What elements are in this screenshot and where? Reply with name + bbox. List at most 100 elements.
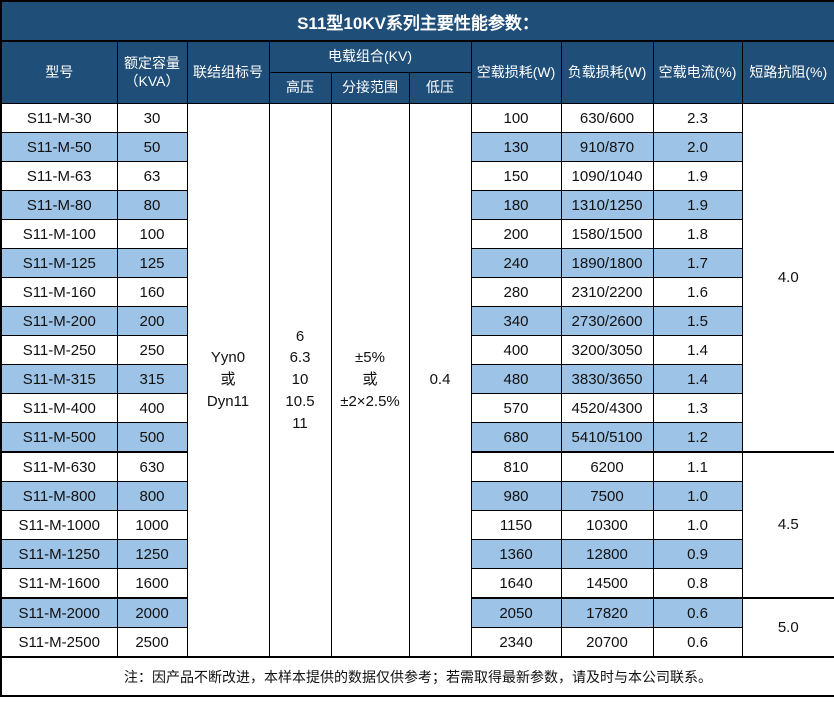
cell-load-loss: 17820 <box>560 597 654 628</box>
cell-capacity: 250 <box>116 335 188 365</box>
cell-model: S11-M-200 <box>0 306 118 336</box>
cell-no-load-current: 0.9 <box>652 539 743 569</box>
cell-load-loss: 1090/1040 <box>560 161 654 191</box>
cell-load-loss: 12800 <box>560 539 654 569</box>
cell-no-load-loss: 200 <box>470 219 562 249</box>
cell-impedance: 4.5 <box>741 451 834 599</box>
cell-model: S11-M-250 <box>0 335 118 365</box>
col-header-capacity-line1: 额定容量 <box>124 55 180 71</box>
cell-load-loss: 20700 <box>560 627 654 658</box>
cell-no-load-current: 0.6 <box>652 627 743 658</box>
footer-row: 注：因产品不断改进，本样本提供的数据仅供参考；若需取得最新参数，请及时与本公司联… <box>0 656 834 697</box>
cell-vector-group: Yyn0 或 Dyn11 <box>186 103 270 658</box>
cell-load-loss: 2730/2600 <box>560 306 654 336</box>
cell-capacity: 500 <box>116 422 188 453</box>
col-header-vector-group: 联结组标号 <box>186 40 270 104</box>
col-header-no-load-loss: 空载损耗(W) <box>470 40 562 104</box>
cell-capacity: 315 <box>116 364 188 394</box>
cell-model: S11-M-630 <box>0 451 118 482</box>
cell-model: S11-M-100 <box>0 219 118 249</box>
cell-model: S11-M-160 <box>0 277 118 307</box>
cell-tap-range-line: ±5% <box>355 349 385 367</box>
cell-vector-group-line: Yyn0 <box>210 349 246 367</box>
cell-vector-group-line: Dyn11 <box>206 392 250 410</box>
table-row: S11-M-1600 1600 1640 14500 0.8 <box>0 568 834 599</box>
cell-no-load-current: 0.6 <box>652 597 743 628</box>
cell-no-load-loss: 2340 <box>470 627 562 658</box>
table-row: S11-M-630 630 810 6200 1.1 4.5 <box>0 451 834 599</box>
cell-capacity: 100 <box>116 219 188 249</box>
cell-load-loss: 630/600 <box>560 103 654 133</box>
cell-model: S11-M-315 <box>0 364 118 394</box>
cell-model: S11-M-500 <box>0 422 118 453</box>
cell-load-loss: 1890/1800 <box>560 248 654 278</box>
cell-capacity: 2000 <box>116 597 188 628</box>
cell-load-loss: 910/870 <box>560 132 654 162</box>
col-header-tap-range: 分接范围 <box>330 72 410 104</box>
cell-model: S11-M-50 <box>0 132 118 162</box>
table-row: S11-M-500 500 680 5410/5100 1.2 <box>0 422 834 453</box>
cell-hv-line: 6.3 <box>289 349 311 367</box>
cell-no-load-loss: 480 <box>470 364 562 394</box>
cell-no-load-loss: 680 <box>470 422 562 453</box>
cell-no-load-loss: 570 <box>470 393 562 423</box>
cell-no-load-current: 0.8 <box>652 568 743 599</box>
table-row: S11-M-80 80 180 1310/1250 1.9 <box>0 190 834 220</box>
cell-model: S11-M-1600 <box>0 568 118 599</box>
cell-model: S11-M-125 <box>0 248 118 278</box>
cell-capacity: 630 <box>116 451 188 482</box>
cell-tap-range-line: 或 <box>362 371 378 389</box>
cell-load-loss: 14500 <box>560 568 654 599</box>
cell-model: S11-M-2500 <box>0 627 118 658</box>
cell-capacity: 30 <box>116 103 188 133</box>
cell-model: S11-M-80 <box>0 190 118 220</box>
cell-capacity: 1000 <box>116 510 188 540</box>
table-row: S11-M-2500 2500 2340 20700 0.6 <box>0 627 834 658</box>
col-header-no-load-current: 空载电流(%) <box>652 40 743 104</box>
cell-no-load-loss: 980 <box>470 481 562 511</box>
cell-model: S11-M-800 <box>0 481 118 511</box>
cell-no-load-loss: 340 <box>470 306 562 336</box>
cell-vector-group-line: 或 <box>220 371 236 389</box>
table-body: S11-M-30 30 Yyn0 或 Dyn11 6 6.3 10 10.5 11 ±5% 或 ±2×2… <box>0 103 834 658</box>
col-header-impedance: 短路抗阻(%) <box>741 40 834 104</box>
cell-no-load-current: 1.7 <box>652 248 743 278</box>
cell-load-loss: 4520/4300 <box>560 393 654 423</box>
cell-no-load-current: 1.2 <box>652 422 743 453</box>
cell-no-load-loss: 2050 <box>470 597 562 628</box>
cell-capacity: 50 <box>116 132 188 162</box>
col-header-model: 型号 <box>0 40 118 104</box>
table-row: S11-M-100 100 200 1580/1500 1.8 <box>0 219 834 249</box>
cell-no-load-current: 1.5 <box>652 306 743 336</box>
cell-load-loss: 7500 <box>560 481 654 511</box>
table-row: S11-M-30 30 Yyn0 或 Dyn11 6 6.3 10 10.5 11 ±5% 或 ±2×2… <box>0 103 834 658</box>
table-row: S11-M-400 400 570 4520/4300 1.3 <box>0 393 834 423</box>
table-row: S11-M-315 315 480 3830/3650 1.4 <box>0 364 834 394</box>
cell-capacity: 1600 <box>116 568 188 599</box>
col-header-capacity: 额定容量 （KVA） <box>116 40 188 104</box>
cell-no-load-loss: 1150 <box>470 510 562 540</box>
cell-model: S11-M-400 <box>0 393 118 423</box>
cell-load-loss: 10300 <box>560 510 654 540</box>
cell-load-loss: 1310/1250 <box>560 190 654 220</box>
cell-load-loss: 3830/3650 <box>560 364 654 394</box>
table-row: S11-M-125 125 240 1890/1800 1.7 <box>0 248 834 278</box>
header-row-sub: 高压 分接范围 低压 <box>1 72 834 104</box>
table-row: S11-M-50 50 130 910/870 2.0 <box>0 132 834 162</box>
cell-model: S11-M-30 <box>0 103 118 133</box>
cell-capacity: 800 <box>116 481 188 511</box>
cell-load-loss: 3200/3050 <box>560 335 654 365</box>
cell-capacity: 63 <box>116 161 188 191</box>
table-row: S11-M-1250 1250 1360 12800 0.9 <box>0 539 834 569</box>
col-header-hv: 高压 <box>268 72 332 104</box>
cell-capacity: 2500 <box>116 627 188 658</box>
table-row: S11-M-200 200 340 2730/2600 1.5 <box>0 306 834 336</box>
cell-load-loss: 1580/1500 <box>560 219 654 249</box>
cell-no-load-current: 1.0 <box>652 481 743 511</box>
cell-capacity: 125 <box>116 248 188 278</box>
cell-no-load-loss: 810 <box>470 451 562 482</box>
cell-no-load-current: 1.4 <box>652 335 743 365</box>
cell-no-load-loss: 180 <box>470 190 562 220</box>
cell-no-load-current: 1.9 <box>652 161 743 191</box>
